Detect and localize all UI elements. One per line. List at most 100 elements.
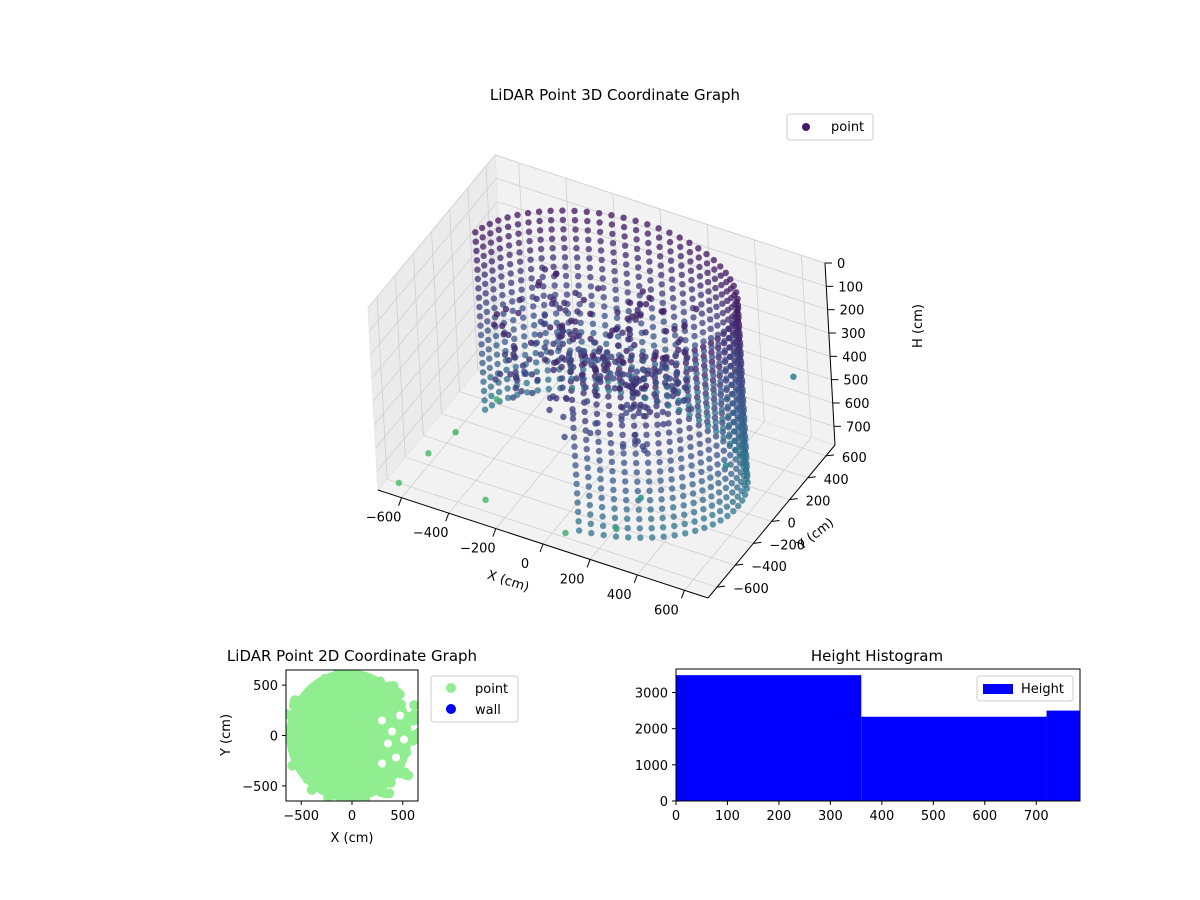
point-3d — [597, 485, 605, 492]
point-3d — [499, 301, 507, 308]
point-3d — [614, 309, 621, 316]
y-tick-label: 1000 — [635, 759, 668, 774]
point-3d — [727, 461, 734, 468]
point-3d — [623, 409, 630, 416]
point-3d — [483, 308, 490, 316]
point-3d — [713, 303, 720, 310]
point-3d — [535, 208, 543, 215]
point-3d — [646, 487, 653, 494]
point-2d — [287, 760, 298, 771]
point-3d — [732, 446, 739, 454]
point-3d — [624, 524, 631, 532]
point-3d — [491, 304, 498, 312]
point-3d — [658, 281, 665, 288]
point-3d — [671, 532, 678, 539]
point-3d — [634, 306, 641, 314]
chart-3d-points — [395, 207, 797, 541]
point-3d — [642, 422, 650, 429]
x-tick-label: 700 — [1024, 809, 1049, 824]
point-3d — [541, 301, 548, 309]
point-3d — [720, 447, 727, 454]
point-3d — [632, 217, 639, 224]
point-3d — [589, 352, 596, 359]
point-3d — [727, 362, 735, 370]
point-3d — [628, 313, 636, 320]
point-3d-outlier — [637, 494, 644, 501]
point-3d — [617, 394, 624, 401]
point-3d — [694, 398, 702, 405]
chart-2d-legend-wall-label: wall — [475, 703, 501, 718]
point-3d — [580, 296, 587, 304]
point-3d — [534, 387, 541, 394]
point-3d — [599, 275, 606, 282]
point-3d — [655, 225, 662, 232]
point-3d — [572, 462, 579, 469]
chart-3d-zlabel: H (cm) — [911, 304, 926, 348]
point-3d — [620, 214, 627, 221]
point-3d — [631, 341, 638, 349]
point-3d — [553, 310, 560, 317]
point-3d — [597, 247, 605, 254]
point-3d — [526, 356, 533, 363]
point-3d — [723, 288, 730, 295]
point-3d — [588, 301, 596, 309]
point-3d — [570, 434, 578, 441]
point-3d — [551, 282, 558, 289]
point-3d — [597, 475, 604, 483]
point-3d — [495, 226, 502, 233]
point-3d — [472, 229, 479, 236]
histogram-legend-label: Height — [1021, 682, 1064, 697]
point-3d — [573, 245, 580, 252]
point-3d — [595, 348, 603, 355]
point-3d — [668, 266, 675, 274]
point-3d — [681, 520, 688, 528]
point-3d — [640, 412, 648, 420]
point-3d — [529, 389, 536, 397]
point-3d — [619, 431, 626, 438]
point-3d — [550, 263, 557, 270]
point-3d — [613, 314, 621, 322]
point-3d — [507, 270, 514, 277]
point-3d — [705, 297, 713, 304]
z-tick-label: 300 — [841, 327, 866, 342]
point-3d — [478, 341, 485, 348]
point-3d — [707, 474, 714, 481]
point-3d — [634, 478, 641, 485]
point-3d — [573, 480, 580, 488]
point-3d — [624, 515, 631, 522]
grid-x-600 — [684, 255, 812, 591]
point-3d — [638, 320, 645, 327]
point-3d — [664, 393, 671, 400]
point-3d — [655, 440, 662, 447]
point-3d — [687, 443, 694, 450]
point-3d — [505, 331, 512, 338]
point-3d — [701, 524, 708, 532]
point-3d — [625, 325, 632, 333]
point-3d — [530, 303, 537, 310]
point-3d — [594, 285, 602, 292]
point-3d — [494, 360, 501, 368]
point-3d — [601, 366, 608, 374]
point-3d — [649, 534, 656, 541]
point-3d — [509, 307, 516, 314]
point-3d — [671, 326, 678, 333]
point-3d — [698, 468, 705, 476]
point-3d — [652, 379, 659, 386]
x-tick-label: 200 — [560, 572, 585, 587]
y-tick-label: 0 — [788, 517, 796, 532]
point-3d — [703, 403, 711, 411]
point-3d — [505, 242, 513, 249]
point-3d — [691, 342, 699, 349]
point-3d — [504, 394, 512, 401]
point-3d — [707, 334, 715, 342]
point-3d — [663, 356, 670, 363]
point-3d — [711, 400, 718, 407]
point-3d — [670, 504, 677, 511]
histogram-bar-2 — [1046, 710, 1080, 801]
point-3d — [658, 505, 666, 512]
point-3d — [477, 322, 484, 329]
point-3d — [498, 273, 505, 280]
point-3d — [657, 262, 664, 269]
point-3d — [699, 329, 707, 336]
point-3d — [605, 387, 612, 394]
